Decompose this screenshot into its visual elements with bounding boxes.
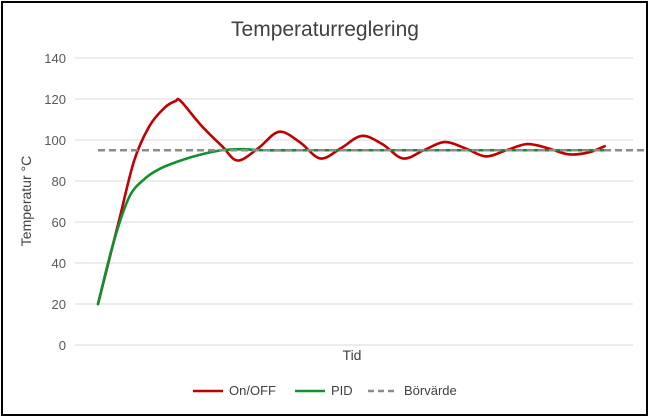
series-line-on-off [96, 97, 606, 306]
y-tick-label-20: 20 [52, 297, 66, 312]
y-tick-label-80: 80 [52, 174, 66, 189]
chart: Temperaturreglering 0 20 40 60 80 100 120 140 T… [18, 18, 647, 398]
y-tick-label-60: 60 [52, 215, 66, 230]
y-tick-label-140: 140 [44, 51, 66, 66]
y-axis-ticks: 0 20 40 60 80 100 120 140 [44, 51, 66, 353]
legend: On/OFF PID Börvärde [193, 383, 457, 398]
y-tick-label-40: 40 [52, 256, 66, 271]
y-tick-label-100: 100 [44, 133, 66, 148]
y-axis-label: Temperatur °C [18, 156, 34, 246]
series-lines [96, 97, 647, 306]
chart-title: Temperaturreglering [231, 18, 419, 41]
y-tick-label-120: 120 [44, 92, 66, 107]
legend-label-börvärde: Börvärde [404, 383, 457, 398]
y-tick-label-0: 0 [59, 338, 66, 353]
legend-label-on-off: On/OFF [229, 383, 276, 398]
series-line-pid [96, 147, 606, 306]
grid-lines [75, 57, 633, 346]
x-axis-label: Tid [343, 347, 362, 363]
legend-label-pid: PID [331, 383, 353, 398]
